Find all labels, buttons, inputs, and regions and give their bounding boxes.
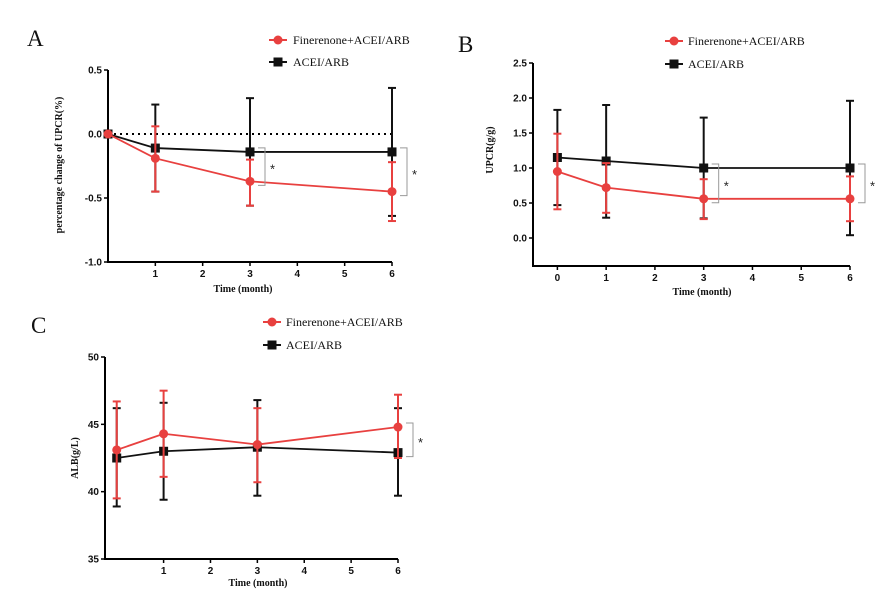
series-finerenone: [552, 132, 855, 223]
x-tick-label: 4: [750, 273, 756, 284]
series-line: [557, 170, 850, 200]
significance-star: *: [870, 178, 875, 193]
data-point: [245, 147, 255, 157]
data-point: [601, 183, 611, 193]
y-tick-label: 50: [88, 353, 100, 364]
legend-label: ACEI/ARB: [688, 57, 744, 71]
y-tick-label: -1.0: [85, 258, 103, 269]
legend-marker: [669, 59, 679, 69]
y-tick-label: 35: [88, 555, 100, 566]
legend-marker: [267, 317, 277, 327]
significance-star: *: [418, 435, 423, 450]
data-point: [393, 422, 403, 432]
x-tick-label: 0: [555, 273, 561, 284]
x-tick-label: 5: [342, 269, 348, 280]
significance-bracket: [406, 422, 414, 458]
significance-bracket: [858, 163, 866, 204]
significance-bracket: [258, 147, 266, 186]
significance-star: *: [412, 167, 417, 182]
y-tick-label: 40: [88, 487, 100, 498]
panel-letter: B: [458, 32, 473, 57]
series-line: [107, 133, 393, 193]
x-tick-label: 5: [798, 273, 804, 284]
x-tick-label: 2: [652, 273, 658, 284]
y-tick-label: 45: [88, 420, 100, 431]
series-line: [116, 446, 399, 459]
data-point: [103, 129, 113, 139]
x-axis-label: Time (month): [673, 287, 732, 298]
panel-letter: A: [27, 26, 44, 51]
data-point: [112, 445, 122, 455]
legend-label: ACEI/ARB: [286, 338, 342, 352]
y-tick-label: 0.0: [513, 234, 527, 245]
x-tick-label: 1: [603, 273, 609, 284]
x-tick-label: 3: [701, 273, 707, 284]
y-tick-label: 1.5: [513, 129, 527, 140]
x-axis-label: Time (month): [214, 284, 273, 295]
x-tick-label: 4: [301, 566, 307, 577]
x-tick-label: 3: [255, 566, 261, 577]
x-axis-label: Time (month): [229, 578, 288, 589]
y-axis-label: ALB(g/L): [70, 437, 81, 479]
series-line: [116, 426, 399, 451]
x-tick-label: 1: [153, 269, 159, 280]
x-tick-label: 2: [208, 566, 214, 577]
panel-a: A 0.5 0.0 -0.5 -1.0 1 2 3 4 5 6 Time (month) percent…: [27, 26, 417, 295]
y-tick-label: 0.0: [88, 130, 102, 141]
legend-marker: [273, 57, 283, 67]
legend-marker: [273, 35, 283, 45]
x-tick-label: 5: [348, 566, 354, 577]
panel-letter: C: [31, 313, 46, 338]
data-point: [159, 429, 169, 439]
x-tick-label: 2: [200, 269, 206, 280]
legend-label: Finerenone+ACEI/ARB: [293, 33, 410, 47]
y-axis-label: UPCR(g/g): [485, 126, 496, 173]
significance-star: *: [724, 178, 729, 193]
x-tick-label: 6: [395, 566, 401, 577]
data-point: [552, 167, 562, 176]
data-point: [699, 163, 709, 173]
y-tick-label: 2.5: [513, 59, 527, 70]
x-tick-label: 6: [847, 273, 853, 284]
series-line: [557, 156, 850, 169]
legend-label: Finerenone+ACEI/ARB: [688, 34, 805, 48]
series-line: [107, 133, 392, 153]
significance-bracket: [711, 163, 720, 204]
data-point: [150, 153, 160, 163]
x-tick-label: 1: [161, 566, 167, 577]
y-tick-label: 0.5: [88, 66, 102, 77]
legend-marker: [669, 36, 679, 46]
y-axis-label: percentage change of UPCR(%): [54, 97, 65, 234]
data-point: [387, 187, 397, 197]
data-point: [699, 194, 709, 204]
series-finerenone: [112, 389, 403, 500]
series-finerenone: [103, 125, 397, 223]
y-tick-label: -0.5: [85, 194, 103, 205]
significance-bracket: [400, 147, 408, 197]
data-point: [387, 147, 397, 157]
y-tick-label: 1.0: [513, 164, 527, 175]
data-point: [845, 194, 855, 204]
data-point: [245, 176, 255, 186]
y-tick-label: 0.5: [513, 199, 527, 210]
x-tick-label: 4: [295, 269, 301, 280]
data-point: [252, 440, 262, 450]
legend-label: ACEI/ARB: [293, 55, 349, 69]
panel-b: B 2.5 2.0 1.5 1.0 0.5 0.0 0 1 2 3 4 5 6 Time (month) UP…: [458, 32, 875, 298]
legend-marker: [267, 340, 277, 350]
y-tick-label: 2.0: [513, 94, 527, 105]
significance-star: *: [270, 162, 275, 177]
x-tick-label: 3: [247, 269, 253, 280]
data-point: [845, 163, 855, 173]
x-tick-label: 6: [389, 269, 395, 280]
data-point: [601, 156, 611, 166]
legend-label: Finerenone+ACEI/ARB: [286, 315, 403, 329]
